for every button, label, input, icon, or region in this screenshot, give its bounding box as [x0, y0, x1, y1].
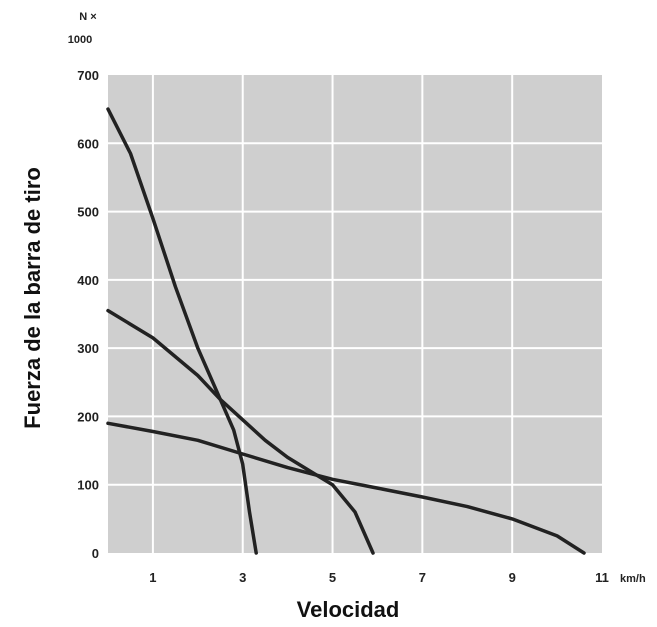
y-tick-label: 100: [77, 478, 99, 493]
y-tick-label: 0: [92, 546, 99, 561]
y-tick-label: 200: [77, 409, 99, 424]
y-tick-label: 500: [77, 205, 99, 220]
y-unit-label-line1: N ×: [79, 11, 96, 23]
x-tick-label: 11: [595, 570, 609, 585]
y-tick-label: 400: [77, 273, 99, 288]
x-tick-label: 7: [419, 570, 426, 585]
y-tick-label: 300: [77, 341, 99, 356]
x-unit-label: km/h: [620, 573, 646, 585]
series-line-1: [106, 107, 258, 555]
x-tick-label: 5: [329, 570, 336, 585]
y-tick-label: 600: [77, 136, 99, 151]
y-axis-title: Fuerza de la barra de tiro: [20, 167, 45, 429]
x-tick-label: 3: [239, 570, 246, 585]
plot-area: [108, 75, 602, 553]
series-lines: [106, 107, 586, 555]
y-tick-label: 700: [77, 68, 99, 83]
x-tick-label: 1: [149, 570, 156, 585]
gridlines: [108, 75, 602, 553]
x-tick-label: 9: [509, 570, 516, 585]
y-tick-labels: 0 100 200 300 400 500 600 700: [77, 68, 99, 561]
x-tick-labels: 1 3 5 7 9 11: [149, 570, 609, 585]
series-line-3: [106, 421, 586, 555]
x-axis-title: Velocidad: [297, 597, 400, 622]
series-line-2: [106, 308, 375, 555]
y-unit-label-line2: 1000: [68, 34, 92, 46]
